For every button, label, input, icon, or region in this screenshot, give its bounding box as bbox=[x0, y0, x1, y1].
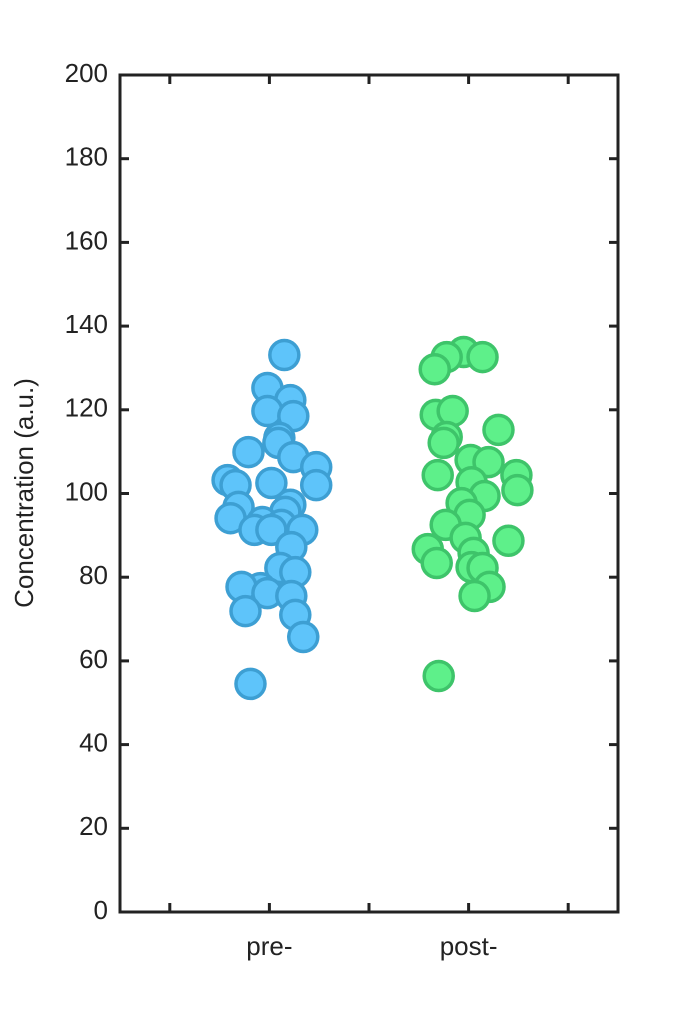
point bbox=[458, 579, 491, 613]
point bbox=[421, 458, 454, 492]
y-tick-label: 160 bbox=[65, 225, 108, 255]
y-tick-label: 80 bbox=[79, 560, 108, 590]
y-tick-label: 120 bbox=[65, 393, 108, 423]
y-tick-label: 100 bbox=[65, 476, 108, 506]
x-tick-label: post- bbox=[440, 931, 498, 961]
point bbox=[501, 473, 534, 507]
y-tick-label: 60 bbox=[79, 644, 108, 674]
point bbox=[255, 466, 288, 500]
point bbox=[229, 594, 262, 628]
point bbox=[418, 352, 451, 386]
y-tick-label: 200 bbox=[65, 58, 108, 88]
x-tick-label: pre- bbox=[246, 931, 292, 961]
y-tick-label: 40 bbox=[79, 727, 108, 757]
point bbox=[422, 659, 455, 693]
point bbox=[482, 413, 515, 447]
point bbox=[492, 524, 525, 558]
point bbox=[299, 468, 333, 502]
y-tick-label: 140 bbox=[65, 309, 108, 339]
point bbox=[251, 394, 284, 428]
point bbox=[466, 340, 499, 374]
point bbox=[232, 435, 265, 469]
plot-frame bbox=[118, 73, 620, 914]
point bbox=[287, 620, 320, 654]
point bbox=[427, 426, 460, 460]
point bbox=[268, 338, 301, 372]
point bbox=[420, 546, 453, 580]
point bbox=[234, 667, 267, 701]
y-axis-label: Concentration (a.u.) bbox=[9, 378, 39, 608]
y-tick-label: 0 bbox=[94, 895, 108, 925]
y-tick-label: 180 bbox=[65, 142, 108, 172]
point bbox=[436, 394, 469, 428]
y-tick-label: 20 bbox=[79, 811, 108, 841]
